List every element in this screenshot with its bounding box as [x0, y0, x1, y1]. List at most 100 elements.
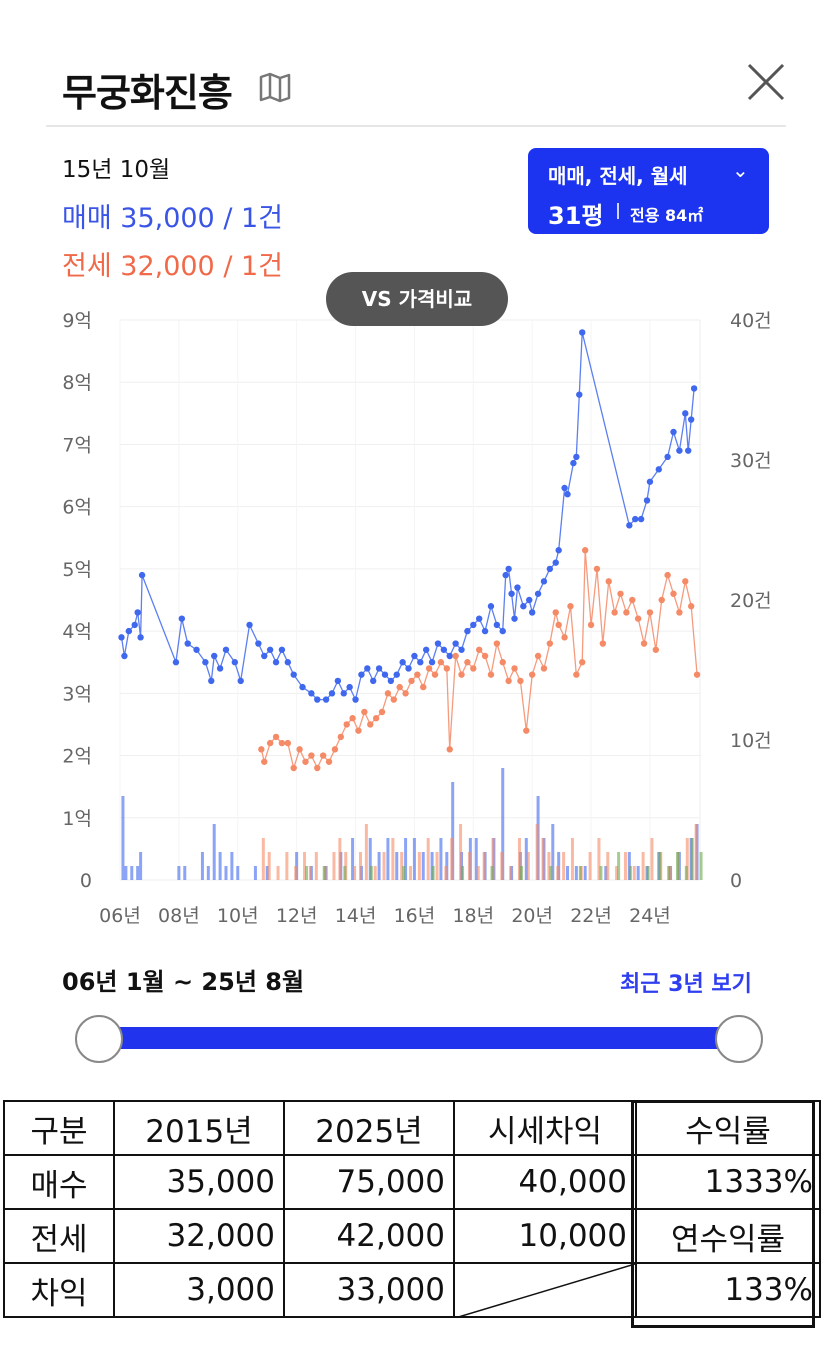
- volume-bar: [369, 866, 373, 880]
- volume-bar: [517, 838, 521, 880]
- table-cell: 75,000: [283, 1154, 455, 1210]
- price-point: [464, 627, 471, 635]
- price-point: [396, 683, 403, 691]
- volume-bar: [305, 866, 309, 880]
- range-slider-start-handle[interactable]: [75, 1015, 123, 1063]
- volume-bar: [236, 866, 240, 880]
- volume-bar: [535, 824, 539, 880]
- vs-compare-button[interactable]: VS 가격비교: [326, 272, 508, 326]
- selected-date: 15년 10월: [62, 157, 171, 183]
- price-chart[interactable]: 0 1억 2억 3억 4억 5억 6억 7억 8억 9억 0 10건 20건 30건 40건 06년 08년 10…: [0, 290, 827, 940]
- price-point: [514, 584, 521, 591]
- volume-bar: [599, 866, 603, 880]
- table-header-cell: 2025년: [283, 1100, 455, 1156]
- price-point: [664, 571, 671, 579]
- volume-bar: [139, 852, 143, 880]
- range-slider-end-handle[interactable]: [715, 1015, 763, 1063]
- price-point: [637, 515, 645, 523]
- price-point: [493, 640, 501, 647]
- price-point: [540, 665, 548, 672]
- price-point: [561, 484, 568, 492]
- table-cell: 10,000: [453, 1208, 637, 1264]
- price-point: [346, 683, 353, 691]
- price-point: [534, 590, 542, 597]
- price-point: [552, 609, 559, 616]
- volume-bar: [200, 852, 204, 880]
- price-point: [290, 764, 297, 772]
- volume-bar: [556, 866, 560, 880]
- y-right-tick-label: 30건: [730, 450, 772, 472]
- volume-bar: [694, 824, 698, 880]
- volume-bar: [636, 866, 640, 880]
- price-point: [555, 621, 562, 629]
- volume-bar: [358, 852, 362, 880]
- price-point: [685, 447, 692, 454]
- price-point: [343, 721, 350, 728]
- size-label: 31평: [548, 202, 604, 230]
- price-point: [643, 497, 651, 504]
- volume-bar: [482, 852, 486, 880]
- volume-bar: [343, 866, 347, 880]
- price-point: [534, 652, 542, 660]
- volume-bar: [431, 866, 435, 880]
- volume-bar: [338, 838, 342, 880]
- price-point: [314, 696, 321, 703]
- price-point: [299, 683, 306, 691]
- table-cell: 3,000: [113, 1262, 285, 1318]
- volume-bar: [699, 852, 703, 880]
- size-separator: [617, 203, 619, 219]
- price-point: [446, 746, 453, 753]
- price-point: [646, 609, 654, 616]
- volume-bar: [212, 824, 216, 880]
- deal-type-selector[interactable]: 매매, 전세, 월세 ⌄ 31평 전용 84㎡: [528, 148, 769, 234]
- price-point: [138, 571, 146, 579]
- close-icon[interactable]: [742, 58, 790, 106]
- page-title: 무궁화진흥: [62, 71, 233, 115]
- volume-bar: [391, 838, 395, 880]
- table-cell: 1333%: [635, 1154, 821, 1210]
- price-point: [693, 671, 701, 678]
- price-point: [581, 547, 589, 554]
- price-point: [314, 764, 321, 772]
- price-point: [646, 478, 654, 485]
- price-point: [355, 727, 362, 734]
- price-point: [555, 547, 562, 554]
- price-point: [266, 646, 274, 653]
- y-right-tick-label: 40건: [730, 310, 772, 332]
- volume-bar: [314, 852, 318, 880]
- volume-bar: [606, 852, 610, 880]
- price-point: [261, 758, 268, 765]
- recent-3-years-link[interactable]: 최근 3년 보기: [620, 972, 752, 997]
- volume-bar: [421, 852, 425, 880]
- price-point: [629, 596, 636, 604]
- price-point: [272, 659, 280, 666]
- range-slider-track[interactable]: [98, 1027, 738, 1049]
- map-icon[interactable]: [258, 70, 292, 104]
- price-point: [211, 652, 218, 660]
- price-point: [399, 659, 406, 666]
- volume-bar: [276, 866, 280, 880]
- y-right-tick-label: 20건: [730, 590, 772, 612]
- price-point: [308, 752, 315, 759]
- volume-bar: [519, 866, 523, 880]
- volume-bar: [632, 866, 636, 880]
- volume-bar: [628, 866, 632, 880]
- volume-bar: [218, 852, 222, 880]
- price-point: [408, 677, 415, 685]
- volume-bar: [177, 866, 181, 880]
- price-point: [384, 690, 392, 697]
- volume-bar: [395, 852, 399, 880]
- x-tick-label: 24년: [629, 905, 671, 927]
- y-left-tick-label: 2억: [62, 746, 92, 768]
- volume-bar: [541, 838, 545, 880]
- price-point: [261, 652, 268, 660]
- price-point: [284, 739, 292, 747]
- price-point: [319, 752, 327, 759]
- volume-bar: [294, 866, 298, 880]
- y-left-tick-label: 6억: [62, 497, 92, 519]
- y-left-tick-label: 9억: [62, 310, 92, 332]
- y-left-tick-label: 1억: [62, 808, 92, 830]
- volume-bar: [267, 852, 271, 880]
- price-point: [470, 665, 477, 672]
- plot-frame: [119, 319, 701, 881]
